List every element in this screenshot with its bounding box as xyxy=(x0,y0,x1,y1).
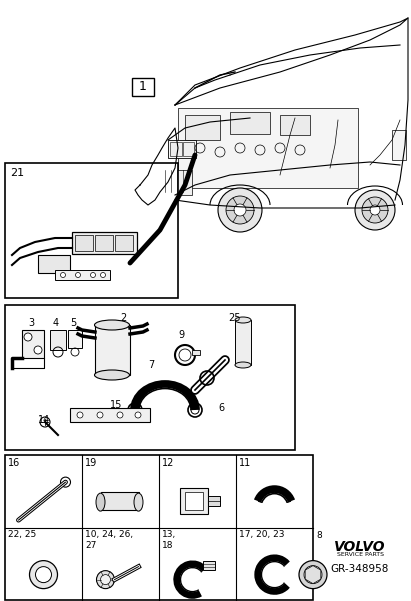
Bar xyxy=(115,235,133,251)
Circle shape xyxy=(117,412,123,418)
Text: VOLVO: VOLVO xyxy=(334,540,386,554)
Text: 12: 12 xyxy=(162,458,174,468)
Bar xyxy=(183,142,194,156)
Text: 16: 16 xyxy=(8,458,20,468)
Text: 15: 15 xyxy=(110,400,122,410)
Bar xyxy=(101,492,139,510)
Circle shape xyxy=(101,575,111,585)
Ellipse shape xyxy=(134,493,143,511)
Text: 14: 14 xyxy=(38,415,50,425)
Bar xyxy=(95,235,113,251)
Text: 8: 8 xyxy=(316,531,322,540)
Bar xyxy=(50,330,66,350)
Bar xyxy=(70,408,150,422)
Circle shape xyxy=(226,196,254,224)
Circle shape xyxy=(234,204,246,216)
Circle shape xyxy=(90,272,95,278)
Bar xyxy=(75,235,93,251)
Bar xyxy=(38,255,70,273)
Circle shape xyxy=(135,412,141,418)
Bar xyxy=(22,330,44,358)
Circle shape xyxy=(30,561,58,588)
Bar xyxy=(185,115,220,140)
Ellipse shape xyxy=(95,370,129,380)
Bar xyxy=(178,108,358,188)
Text: 22, 25: 22, 25 xyxy=(8,531,36,540)
Text: 25: 25 xyxy=(228,313,240,323)
Circle shape xyxy=(60,272,65,278)
Text: 5: 5 xyxy=(70,318,76,328)
Circle shape xyxy=(77,412,83,418)
Circle shape xyxy=(370,205,380,215)
Text: GR-348958: GR-348958 xyxy=(331,564,389,574)
Text: 19: 19 xyxy=(85,458,97,468)
Ellipse shape xyxy=(235,362,251,368)
Text: 10, 24, 26,
27: 10, 24, 26, 27 xyxy=(85,531,133,550)
Bar xyxy=(208,496,219,506)
Text: 11: 11 xyxy=(239,458,251,468)
Text: SERVICE PARTS: SERVICE PARTS xyxy=(337,552,383,557)
Circle shape xyxy=(101,272,106,278)
Text: 6: 6 xyxy=(218,403,224,413)
Text: 3: 3 xyxy=(28,318,34,328)
Bar xyxy=(203,561,215,570)
Text: 21: 21 xyxy=(10,168,24,178)
Ellipse shape xyxy=(235,317,251,323)
Bar xyxy=(72,232,137,254)
Bar xyxy=(170,142,182,156)
Bar xyxy=(192,350,200,355)
Bar xyxy=(5,163,178,298)
Circle shape xyxy=(299,561,327,588)
Circle shape xyxy=(24,333,32,341)
Text: 13,
18: 13, 18 xyxy=(162,531,176,550)
Text: 9: 9 xyxy=(178,330,184,340)
Circle shape xyxy=(35,567,51,582)
Text: 17, 20, 23: 17, 20, 23 xyxy=(239,531,284,540)
Bar xyxy=(230,112,270,134)
Bar xyxy=(235,320,251,365)
Ellipse shape xyxy=(96,493,105,511)
Bar xyxy=(132,78,154,96)
Bar xyxy=(68,330,82,348)
Text: 1: 1 xyxy=(139,81,147,94)
Circle shape xyxy=(97,412,103,418)
Bar xyxy=(280,115,310,135)
Circle shape xyxy=(34,346,42,354)
Polygon shape xyxy=(305,566,321,584)
Text: 2: 2 xyxy=(120,313,126,323)
Bar xyxy=(95,325,130,375)
Bar xyxy=(5,305,295,450)
Bar xyxy=(55,270,110,280)
Text: 4: 4 xyxy=(53,318,59,328)
Bar xyxy=(168,140,196,158)
Bar xyxy=(162,170,192,195)
Circle shape xyxy=(304,566,322,584)
Bar xyxy=(180,488,208,514)
Circle shape xyxy=(76,272,81,278)
Ellipse shape xyxy=(95,320,129,330)
Bar xyxy=(185,492,203,510)
Circle shape xyxy=(97,570,115,588)
Bar xyxy=(5,455,313,600)
Text: 7: 7 xyxy=(148,360,154,370)
Circle shape xyxy=(218,188,262,232)
Bar xyxy=(392,130,406,160)
Circle shape xyxy=(362,197,388,223)
Circle shape xyxy=(355,190,395,230)
